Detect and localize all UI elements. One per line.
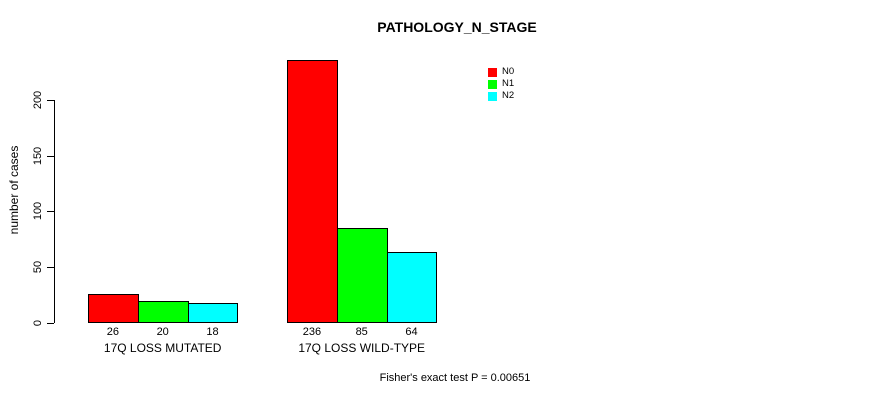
y-axis	[54, 100, 55, 323]
bar-n0	[88, 294, 139, 323]
bar-value-label: 20	[156, 326, 169, 338]
legend-swatch-n2	[488, 91, 497, 101]
y-tick-label: 200	[32, 90, 44, 110]
legend-item-n0: N0	[488, 66, 514, 78]
y-tick-label: 50	[32, 260, 44, 273]
bar-n1	[137, 300, 189, 323]
legend-label: N0	[502, 66, 515, 77]
y-tick-mark	[47, 266, 54, 268]
chart-title: PATHOLOGY_N_STAGE	[377, 19, 537, 35]
bar-n1	[336, 228, 388, 323]
bar-value-label: 85	[355, 326, 368, 338]
category-label: 17Q LOSS MUTATED	[103, 341, 222, 355]
bar-n2	[187, 302, 239, 323]
legend-swatch-n1	[488, 79, 497, 89]
y-tick-label: 0	[32, 319, 44, 326]
legend-item-n1: N1	[488, 78, 514, 90]
y-tick-mark	[47, 322, 54, 324]
y-tick-label: 150	[32, 146, 44, 165]
legend-item-n2: N2	[488, 90, 514, 102]
bar-n2	[386, 251, 438, 323]
bar-value-label: 26	[106, 326, 120, 338]
legend-label: N1	[502, 78, 515, 89]
y-tick-mark	[47, 211, 54, 213]
bar-n0	[287, 60, 338, 323]
bar-value-label: 64	[405, 326, 418, 338]
bar-value-label: 18	[206, 326, 219, 338]
y-axis-label: number of cases	[7, 145, 21, 235]
stat-annotation: Fisher's exact test P = 0.00651	[379, 372, 531, 384]
category-label: 17Q LOSS WILD-TYPE	[298, 341, 426, 355]
bar-value-label: 236	[302, 326, 322, 338]
legend-label: N2	[502, 90, 515, 101]
legend: N0 N1 N2	[488, 66, 514, 102]
legend-swatch-n0	[488, 67, 497, 77]
y-tick-mark	[47, 100, 54, 101]
y-tick-label: 100	[32, 202, 44, 221]
y-tick-mark	[47, 155, 54, 157]
